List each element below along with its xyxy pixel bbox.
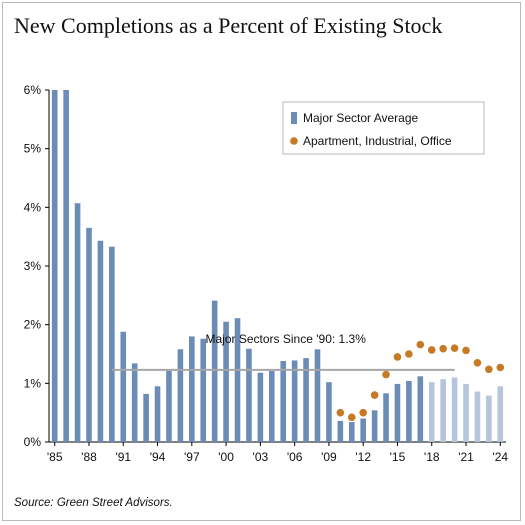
bar (86, 227, 92, 442)
bar (63, 90, 69, 442)
y-tick-label: 2% (24, 318, 42, 332)
bar (268, 371, 275, 442)
bar (371, 410, 378, 442)
x-tick-label: '97 (184, 450, 200, 464)
dot (336, 408, 345, 417)
x-tick-label: '15 (390, 450, 406, 464)
bar (234, 318, 241, 442)
x-tick-label: '88 (81, 450, 97, 464)
bar (348, 422, 355, 442)
x-tick-label: '06 (287, 450, 303, 464)
dot (359, 408, 367, 417)
bar (189, 336, 195, 442)
bar (166, 371, 172, 442)
bar (177, 349, 184, 442)
bar (406, 380, 412, 442)
bar (451, 377, 458, 442)
dot (485, 365, 493, 374)
reference-line-label: Major Sectors Since '90: 1.3% (206, 332, 367, 346)
bar (291, 360, 298, 442)
dot (347, 413, 356, 422)
dot (462, 346, 470, 355)
x-tick-label: '09 (321, 450, 337, 464)
x-tick-label: '12 (355, 450, 371, 464)
bar (394, 383, 401, 442)
bar (257, 372, 264, 442)
bar (51, 90, 58, 442)
x-tick-label: '21 (458, 450, 474, 464)
bar (337, 420, 344, 442)
source-note: Source: Green Street Advisors. (14, 497, 173, 509)
bar (486, 395, 492, 442)
bar (360, 418, 366, 442)
bar (97, 240, 104, 442)
bar (280, 361, 287, 442)
x-tick-label: '00 (218, 450, 234, 464)
legend-swatch-dot (290, 137, 298, 145)
chart-title: New Completions as a Percent of Existing… (14, 13, 443, 38)
y-tick-label: 5% (24, 142, 42, 156)
dot (416, 340, 425, 349)
bar (474, 391, 481, 442)
bar (428, 382, 435, 442)
bar (383, 393, 389, 442)
y-tick-label: 6% (24, 83, 42, 97)
bar (326, 382, 332, 442)
y-tick-label: 4% (24, 200, 42, 214)
dot (450, 344, 459, 352)
bar (314, 349, 321, 442)
dot (439, 344, 447, 353)
dot (473, 359, 482, 367)
y-tick-label: 1% (24, 376, 42, 390)
legend-box (282, 101, 485, 155)
bar (223, 321, 229, 442)
dot (405, 350, 413, 358)
x-tick-label: '03 (253, 450, 269, 464)
bar (303, 358, 309, 442)
dot (370, 391, 379, 399)
bar (143, 393, 149, 442)
bar (200, 338, 207, 442)
x-tick-label: '85 (47, 450, 63, 464)
dot (427, 346, 436, 354)
y-tick-label: 3% (24, 259, 42, 273)
bar (74, 203, 81, 442)
bar (497, 386, 504, 442)
bar (131, 363, 138, 442)
x-tick-label: '24 (492, 450, 508, 464)
bar (109, 246, 115, 442)
x-tick-label: '18 (424, 450, 440, 464)
y-tick-label: 0% (24, 435, 42, 449)
dot (496, 363, 505, 372)
x-tick-label: '94 (150, 450, 166, 464)
bar (440, 379, 446, 442)
bar (463, 383, 469, 442)
legend-label-bar: Major Sector Average (303, 111, 418, 125)
dot (382, 370, 390, 379)
bar (417, 376, 424, 442)
legend-label-dot: Apartment, Industrial, Office (303, 134, 452, 148)
bar (246, 348, 252, 442)
bar (154, 386, 161, 442)
bar (211, 300, 218, 442)
dot (393, 353, 402, 361)
legend-swatch-bar (291, 112, 297, 124)
bar (120, 331, 127, 442)
x-tick-label: '91 (115, 450, 131, 464)
